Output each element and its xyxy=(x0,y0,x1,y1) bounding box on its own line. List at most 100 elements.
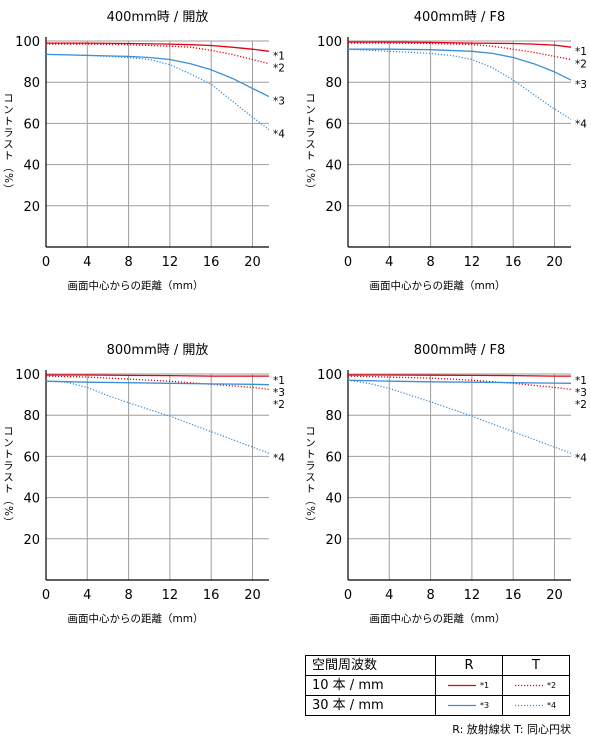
chart-3-title: 800mm時 / 開放 xyxy=(107,343,209,358)
chart-1-ylabel: コントラスト（%） xyxy=(2,93,14,196)
chart-2: 400mm時 / F8 0 4 8 12 16 20 20 40 60 80 100 画面中心からの距離… xyxy=(304,10,587,292)
chart-4-title: 800mm時 / F8 xyxy=(414,343,506,358)
chart-2-xtick-3: 12 xyxy=(464,255,481,270)
chart-3-xtick-5: 20 xyxy=(244,588,261,603)
chart-3: 800mm時 / 開放 0 4 8 12 16 20 20 40 60 80 100 画面中心からの距離… xyxy=(2,343,285,625)
chart-2-title: 400mm時 / F8 xyxy=(414,10,506,25)
chart-1-series-4 xyxy=(45,53,270,131)
legend-sample-1: *1 xyxy=(435,675,503,696)
chart-2-series-2-label: *2 xyxy=(575,59,587,71)
chart-4-series-3 xyxy=(347,379,572,384)
chart-1-title: 400mm時 / 開放 xyxy=(107,10,209,25)
legend-row-30: 30 本 / mm *3 *4 xyxy=(305,695,570,716)
chart-2-xlabel: 画面中心からの距離（mm） xyxy=(370,279,506,292)
chart-1-series-1-label: *1 xyxy=(273,50,285,62)
chart-3-ylabel: コントラスト（%） xyxy=(2,426,14,529)
chart-1-ytick-2: 60 xyxy=(23,117,40,132)
chart-1-ytick-4: 100 xyxy=(15,35,40,50)
chart-2-xtick-4: 16 xyxy=(505,255,522,270)
chart-3-xlabel: 画面中心からの距離（mm） xyxy=(68,612,204,625)
footnote: R: 放射線状 T: 同心円状 xyxy=(452,723,571,736)
chart-1-xtick-2: 8 xyxy=(124,255,132,270)
chart-3-ytick-0: 20 xyxy=(23,533,40,548)
chart-1-series-1 xyxy=(46,42,270,52)
chart-3-ytick-3: 80 xyxy=(23,409,40,424)
chart-1-xtick-5: 20 xyxy=(244,255,261,270)
chart-3-series-4 xyxy=(45,380,270,454)
legend-header-t: T xyxy=(502,655,570,676)
chart-2-xtick-1: 4 xyxy=(385,255,393,270)
chart-1-series-2 xyxy=(46,43,270,65)
legend-header-r: R xyxy=(435,655,503,676)
legend-sample-2: *2 xyxy=(502,675,570,696)
legend-sample-3: *3 xyxy=(435,695,503,716)
chart-3-series-1 xyxy=(46,374,269,377)
chart-4-series-1-label: *1 xyxy=(575,375,587,387)
chart-2-xtick-2: 8 xyxy=(426,255,434,270)
chart-3-ytick-4: 100 xyxy=(15,368,40,383)
chart-3-xtick-4: 16 xyxy=(203,588,220,603)
chart-1-series-3 xyxy=(45,53,270,98)
legend-header-frequency: 空間周波数 xyxy=(305,655,436,676)
chart-3-xtick-1: 4 xyxy=(83,588,91,603)
chart-2-xtick-5: 20 xyxy=(546,255,563,270)
chart-3-xtick-2: 8 xyxy=(124,588,132,603)
chart-3-series-2 xyxy=(45,375,270,391)
chart-1-series-3-label: *3 xyxy=(273,96,285,108)
legend-sample-1-label: *1 xyxy=(480,681,489,690)
chart-3-ytick-1: 40 xyxy=(23,492,40,507)
chart-1-xtick-1: 4 xyxy=(83,255,91,270)
chart-4-series-2 xyxy=(347,375,572,391)
chart-4-ytick-3: 80 xyxy=(325,409,342,424)
chart-4-series-1 xyxy=(348,374,571,377)
legend-sample-3-label: *3 xyxy=(480,701,489,710)
chart-1-ytick-0: 20 xyxy=(23,200,40,215)
legend-sample-2-label: *2 xyxy=(547,681,556,690)
chart-4-ytick-2: 60 xyxy=(325,450,342,465)
legend-header-row: 空間周波数 R T xyxy=(305,655,570,676)
chart-4-xlabel: 画面中心からの距離（mm） xyxy=(370,612,506,625)
chart-2-series-1-label: *1 xyxy=(575,46,587,58)
chart-3-series-2-label: *2 xyxy=(273,399,285,411)
legend-sample-4-label: *4 xyxy=(547,701,556,710)
chart-1-series-4-label: *4 xyxy=(273,129,285,141)
chart-1-series-2-label: *2 xyxy=(273,63,285,75)
chart-3-series-4-label: *4 xyxy=(273,452,285,464)
chart-4: 800mm時 / F8 0 4 8 12 16 20 20 40 60 80 100 画面中心からの距離… xyxy=(304,343,587,625)
chart-4-xtick-0: 0 xyxy=(344,588,352,603)
chart-4-ytick-0: 20 xyxy=(325,533,342,548)
chart-1-xtick-3: 12 xyxy=(162,255,179,270)
chart-3-series-3-label: *3 xyxy=(273,387,285,399)
legend-row-10: 10 本 / mm *1 *2 xyxy=(305,675,570,696)
chart-4-ytick-4: 100 xyxy=(317,368,342,383)
chart-2-ytick-1: 40 xyxy=(325,159,342,174)
chart-3-xtick-0: 0 xyxy=(42,588,50,603)
chart-1-xlabel: 画面中心からの距離（mm） xyxy=(68,279,204,292)
chart-2-series-3-label: *3 xyxy=(575,79,587,91)
chart-2-ytick-2: 60 xyxy=(325,117,342,132)
chart-4-series-3-label: *3 xyxy=(575,387,587,399)
chart-2-ytick-3: 80 xyxy=(325,76,342,91)
chart-2-series-4-label: *4 xyxy=(575,118,587,130)
chart-4-ytick-1: 40 xyxy=(325,492,342,507)
chart-4-ylabel: コントラスト（%） xyxy=(304,426,316,529)
chart-1-xtick-0: 0 xyxy=(42,255,50,270)
chart-2-xtick-0: 0 xyxy=(344,255,352,270)
legend-row-30-label: 30 本 / mm xyxy=(305,695,436,716)
chart-4-xtick-1: 4 xyxy=(385,588,393,603)
chart-2-ytick-4: 100 xyxy=(317,35,342,50)
chart-4-series-4-label: *4 xyxy=(575,452,587,464)
chart-4-series-2-label: *2 xyxy=(575,399,587,411)
chart-2-series-1 xyxy=(348,41,572,48)
chart-2-series-2 xyxy=(348,42,572,61)
chart-1: 400mm時 / 開放 0 4 8 12 16 20 20 40 60 80 100 画面中心からの距離… xyxy=(2,10,285,292)
chart-4-series-4 xyxy=(347,379,572,454)
legend-row-10-label: 10 本 / mm xyxy=(305,675,436,696)
chart-3-ytick-2: 60 xyxy=(23,450,40,465)
chart-4-xtick-2: 8 xyxy=(426,588,434,603)
chart-1-ytick-1: 40 xyxy=(23,159,40,174)
chart-2-series-3 xyxy=(348,48,572,81)
chart-2-series-4 xyxy=(347,48,572,120)
chart-2-ytick-0: 20 xyxy=(325,200,342,215)
